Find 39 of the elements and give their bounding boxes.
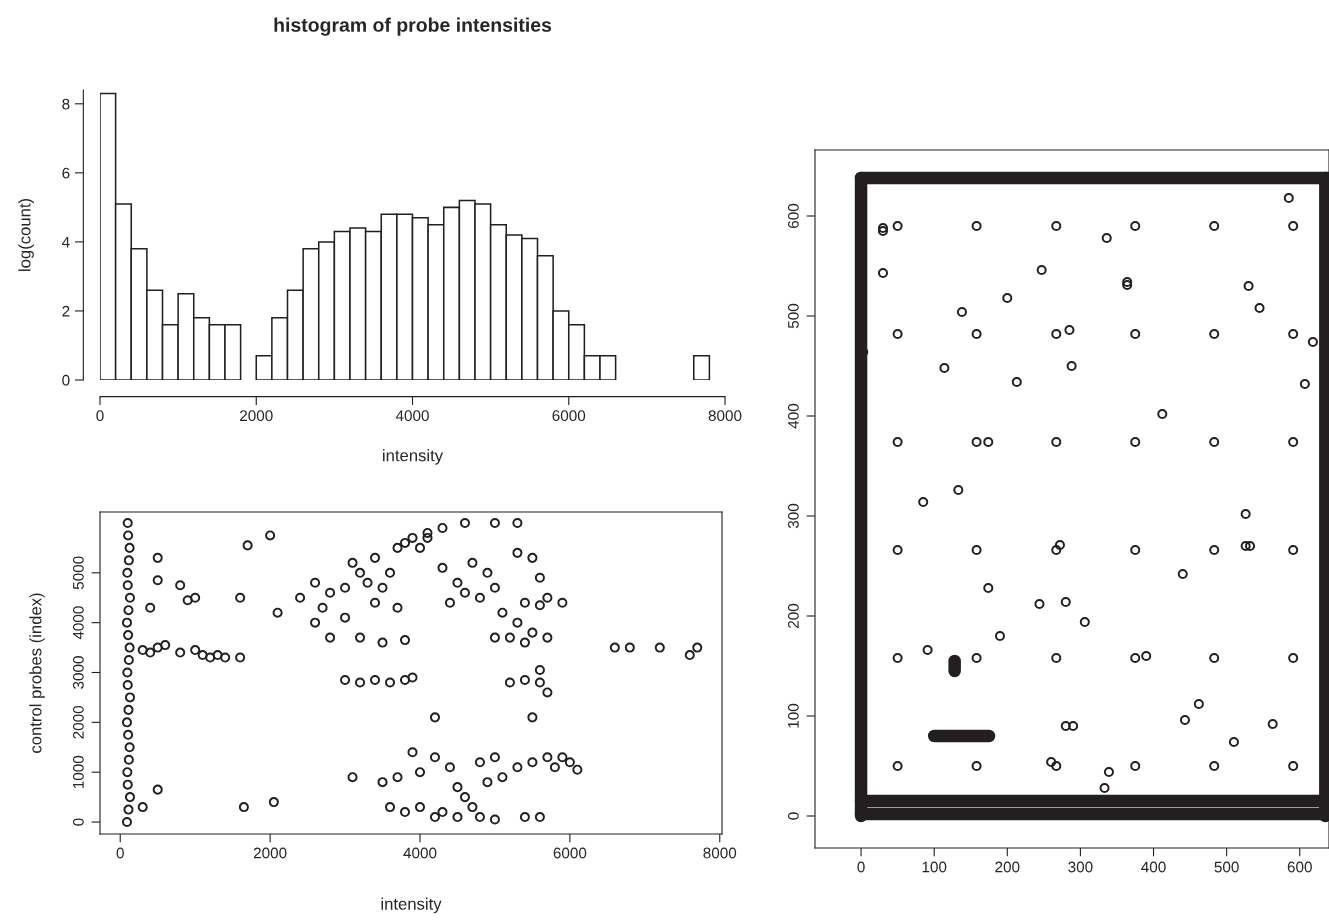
x-axis-title: intensity <box>381 897 442 914</box>
x-tick-label: 300 <box>1068 861 1093 873</box>
x-axis-title: intensity <box>383 449 444 465</box>
x-tick-label: 0 <box>116 847 124 859</box>
y-tick-label: 0 <box>62 374 70 386</box>
x-tick-label: 8000 <box>708 410 742 422</box>
y-axis-title: control probes (index) <box>29 593 45 753</box>
y-tick-label: 4000 <box>72 606 84 640</box>
y-tick-label: 1000 <box>72 755 84 789</box>
y-tick-label: 500 <box>787 303 799 329</box>
x-tick-label: 6000 <box>553 847 587 859</box>
x-tick-label: 200 <box>995 861 1020 873</box>
chart-title: histogram of probe intensities <box>274 17 552 36</box>
x-tick-label: 600 <box>1287 861 1312 873</box>
x-tick-label: 6000 <box>552 410 586 422</box>
y-tick-label: 3000 <box>72 656 84 689</box>
x-tick-label: 4000 <box>395 410 429 422</box>
y-tick-label: 600 <box>787 203 799 228</box>
y-tick-label: 2000 <box>72 705 84 739</box>
x-tick-label: 2000 <box>253 847 287 859</box>
y-tick-label: 2 <box>62 305 70 317</box>
y-tick-label: 5000 <box>72 556 84 590</box>
x-tick-label: 0 <box>857 861 865 873</box>
y-axis-title: log(count) <box>18 198 34 271</box>
y-tick-label: 4 <box>61 236 70 248</box>
y-tick-label: 8 <box>62 98 70 110</box>
x-tick-label: 400 <box>1141 861 1166 873</box>
y-tick-label: 300 <box>787 503 799 529</box>
y-tick-label: 100 <box>787 703 799 728</box>
x-tick-label: 4000 <box>403 847 437 859</box>
y-tick-label: 6 <box>62 167 70 179</box>
x-tick-label: 2000 <box>240 410 273 422</box>
y-tick-label: 0 <box>72 818 84 826</box>
x-tick-label: 100 <box>922 861 947 873</box>
y-tick-label: 200 <box>787 603 799 628</box>
x-tick-label: 8000 <box>703 847 737 859</box>
x-tick-label: 0 <box>96 410 104 422</box>
x-tick-label: 500 <box>1214 861 1239 873</box>
y-tick-label: 0 <box>787 812 799 820</box>
